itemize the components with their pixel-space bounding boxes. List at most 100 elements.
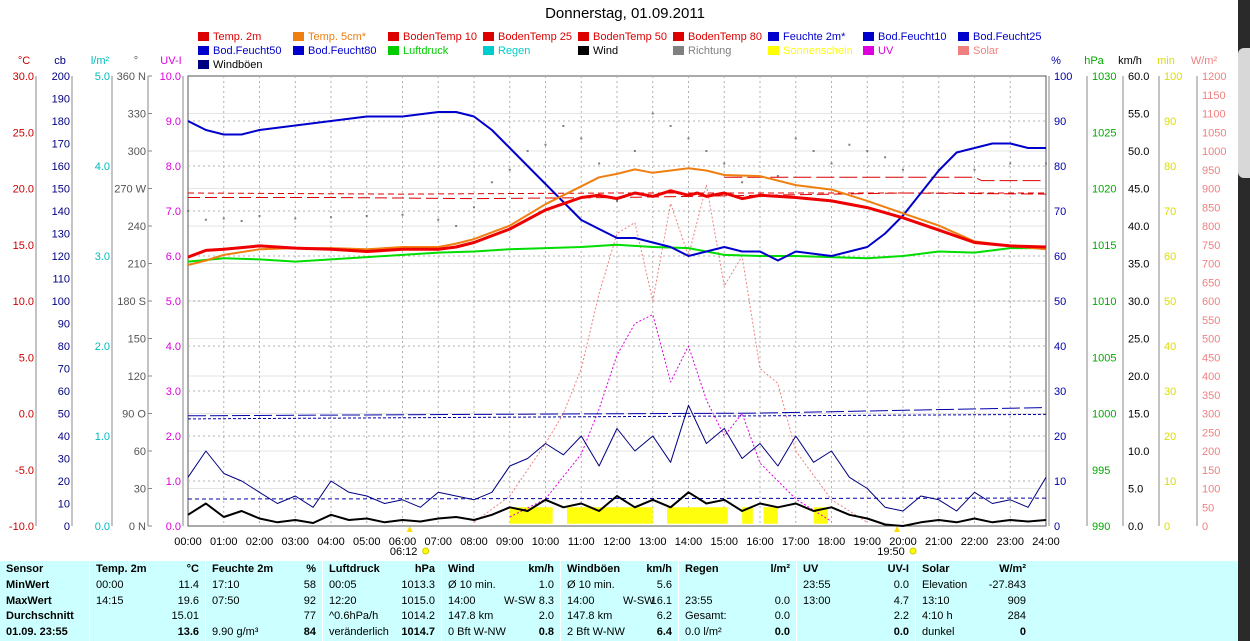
tick-label-wind: 0.0: [1128, 521, 1143, 533]
legend-item: Richtung: [673, 45, 731, 57]
tick-label-temp: 10.0: [13, 296, 34, 308]
tick-label-sun: 100: [1164, 71, 1182, 83]
stats-wind-column: Wind km/h Ø 10 min. 1.0 14:00 W-SW 8.3 147.8…: [441, 561, 560, 641]
legend-swatch: [958, 32, 969, 41]
tick-label-press: 1020: [1092, 184, 1116, 196]
row-label-avg: Durchschnitt: [6, 610, 74, 622]
legend-label: UV: [878, 45, 894, 57]
tick-label-hum: 40: [1054, 341, 1066, 353]
tick-label-wind: 60.0: [1128, 71, 1149, 83]
window-edge: [1238, 0, 1250, 641]
tick-label-cb: 180: [52, 116, 70, 128]
legend-label: Luftdruck: [403, 45, 449, 57]
tick-label-press: 1000: [1092, 409, 1116, 421]
tick-label-sun: 70: [1164, 206, 1176, 218]
tick-label-solar: 1200: [1202, 71, 1226, 83]
tick-label-solar: 100: [1202, 484, 1220, 496]
x-tick-label: 11:00: [568, 536, 595, 548]
tick-label-solar: 0: [1202, 521, 1208, 533]
tick-label-temp: 0.0: [19, 409, 34, 421]
solar-state: dunkel: [922, 625, 955, 638]
legend-item: BodenTemp 25: [483, 31, 572, 43]
stats-header-pressure: Luftdruck: [329, 563, 380, 575]
x-tick-label: 20:00: [889, 536, 917, 548]
direction-point: [741, 181, 744, 184]
series-line-temp-2m: [187, 189, 1047, 259]
press-min: 1013.3: [401, 579, 435, 591]
tick-label-dir: 330: [128, 109, 146, 121]
solar-max: 909: [1007, 594, 1026, 607]
legend-item: Temp. 2m: [198, 31, 261, 43]
tick-label-dir: 60: [134, 446, 146, 458]
axis-unit-hum: %: [1051, 55, 1061, 67]
stats-uv-column: UV UV-I 23:55 0.0 13:00 4.7 2.2 0.0: [796, 561, 915, 641]
tick-label-uv: 9.0: [166, 116, 181, 128]
tick-label-wind: 20.0: [1128, 371, 1149, 383]
wind-max-dir: W-SW: [504, 594, 536, 607]
press-current: 1014.7: [401, 625, 435, 638]
legend-item: Bod.Feucht10: [863, 31, 947, 43]
series-line-bod-feucht25: [187, 413, 1047, 420]
wind-bft: 0 Bft W-NW: [448, 625, 506, 638]
direction-point: [365, 215, 368, 217]
legend-label: Windböen: [213, 59, 263, 71]
legend-swatch: [958, 46, 969, 55]
legend-swatch: [483, 32, 494, 41]
legend-swatch: [768, 32, 779, 41]
tick-label-cb: 70: [58, 364, 70, 376]
tick-label-solar: 750: [1202, 240, 1220, 252]
tick-label-uv: 10.0: [160, 71, 181, 83]
axis-unit-wind: km/h: [1118, 55, 1142, 67]
temp-current: 13.6: [177, 625, 199, 638]
tick-label-dir: 150: [128, 334, 146, 346]
tick-label-sun: 90: [1164, 116, 1176, 128]
unit-pressure: hPa: [414, 563, 435, 575]
tick-label-temp: 25.0: [13, 127, 34, 139]
temp-max-time: 14:15: [96, 594, 124, 607]
direction-point: [222, 217, 225, 220]
stats-header-sensor: Sensor: [6, 563, 44, 575]
direction-point: [490, 181, 493, 184]
stats-header-temp: Temp. 2m: [96, 563, 147, 575]
tick-label-hum: 60: [1054, 251, 1066, 263]
solar-elevation-label: Elevation: [922, 579, 968, 591]
series-line-uv: [509, 314, 832, 522]
x-tick-label: 01:00: [210, 536, 238, 548]
legend-swatch: [388, 46, 399, 55]
direction-point: [651, 112, 654, 115]
direction-point: [830, 162, 833, 165]
legend-label: Richtung: [688, 45, 732, 57]
series-line-wind: [187, 491, 1047, 527]
tick-label-dir: 210: [128, 259, 146, 271]
x-tick-label: 22:00: [961, 536, 989, 548]
tick-label-uv: 6.0: [166, 251, 181, 263]
x-tick-label: 05:00: [353, 536, 381, 548]
tick-label-uv: 4.0: [166, 341, 181, 353]
legend-swatch: [388, 32, 399, 41]
legend-label: Sonnenschein: [783, 45, 853, 57]
legend-label: Bod.Feucht25: [973, 31, 1042, 43]
legend-swatch: [673, 32, 684, 41]
tick-label-wind: 10.0: [1128, 446, 1149, 458]
direction-point: [1045, 162, 1047, 165]
rain-max: 0.0: [774, 594, 790, 607]
sunshine-bar: [813, 507, 828, 524]
legend-item: BodenTemp 80: [673, 31, 762, 43]
x-tick-label: 16:00: [746, 536, 774, 548]
press-max: 1015.0: [401, 594, 435, 607]
series-line-bodentemp-25: [187, 192, 1046, 195]
tick-label-dir: 300: [128, 146, 146, 158]
tick-label-solar: 900: [1202, 184, 1220, 196]
sunrise-marker: [406, 526, 413, 532]
axis-unit-temp: °C: [18, 55, 30, 67]
legend-swatch: [198, 60, 209, 69]
tick-label-hum: 10: [1054, 476, 1066, 488]
unit-rain: l/m²: [770, 563, 790, 575]
legend-swatch: [293, 46, 304, 55]
unit-uv: UV-I: [887, 563, 909, 575]
temp-avg: 15.01: [171, 610, 199, 622]
tick-label-press: 995: [1092, 465, 1110, 477]
tick-label-solar: 150: [1202, 465, 1220, 477]
tick-label-sun: 40: [1164, 341, 1176, 353]
tick-label-sun: 30: [1164, 386, 1176, 398]
